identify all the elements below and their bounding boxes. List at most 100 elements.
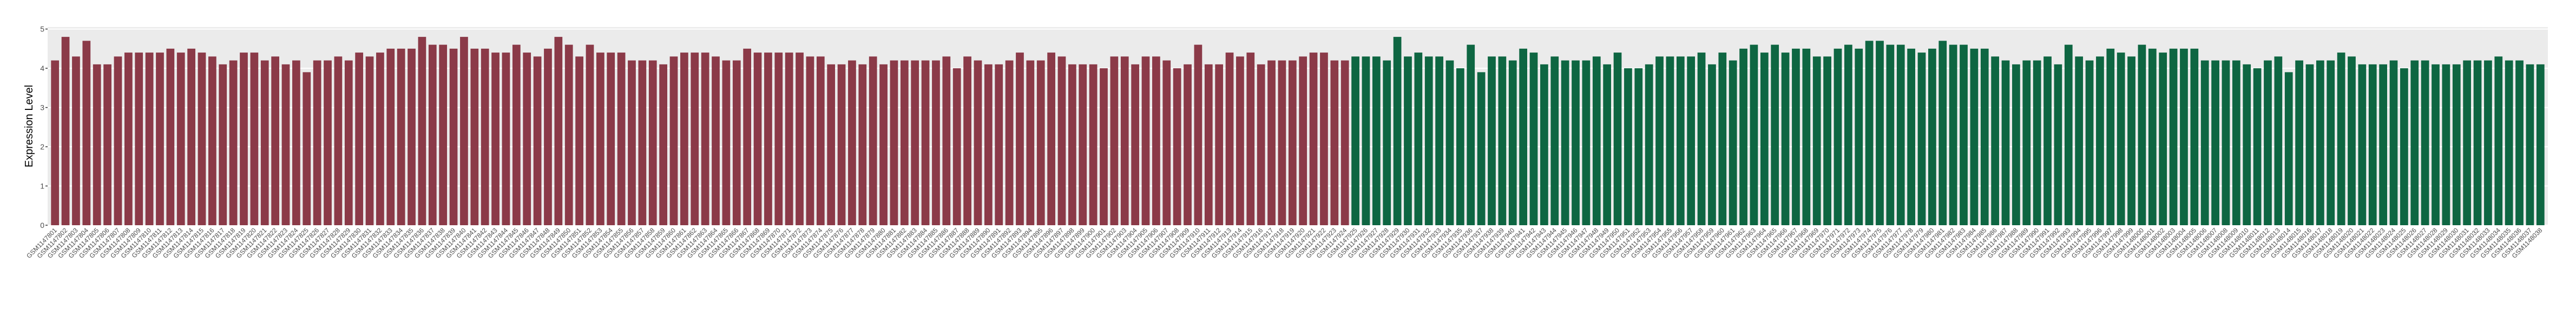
bar (2305, 64, 2314, 225)
bar (1120, 56, 1129, 225)
bar (1309, 53, 1318, 225)
bar (365, 56, 374, 225)
bar (1477, 72, 1486, 225)
bar (1582, 60, 1591, 226)
bar (418, 37, 426, 226)
bar (1949, 44, 1957, 225)
bar (1225, 53, 1234, 225)
bar (271, 56, 279, 225)
bar (984, 64, 993, 225)
bar (1844, 44, 1852, 225)
bar (1372, 56, 1381, 225)
bar (974, 60, 982, 226)
bar (72, 56, 80, 225)
bar (1907, 48, 1915, 225)
bar (2264, 60, 2272, 226)
bar (334, 56, 343, 225)
bar (1162, 60, 1171, 226)
bar (481, 48, 489, 225)
bar (198, 53, 206, 225)
bar (2232, 60, 2240, 226)
bar (1467, 44, 1475, 225)
bar (187, 48, 195, 225)
bar (607, 53, 615, 225)
bar (995, 64, 1003, 225)
bar (900, 60, 909, 226)
bar (1676, 56, 1685, 225)
bar (1938, 41, 1947, 225)
bar (166, 48, 175, 225)
bar (1068, 64, 1076, 225)
bar (712, 56, 720, 225)
bar (1351, 56, 1359, 225)
bar (460, 37, 468, 226)
bar (2505, 60, 2513, 226)
bar (449, 48, 458, 225)
bar (1110, 56, 1119, 225)
bar (680, 53, 688, 225)
bar (2452, 64, 2461, 225)
bar (1645, 64, 1653, 225)
y-tick-label: 3 (40, 103, 44, 112)
bar (911, 60, 919, 226)
bar (2043, 56, 2052, 225)
y-axis-label: Expression Level (23, 85, 35, 167)
bar (386, 48, 395, 225)
bar (806, 56, 814, 225)
bar (1036, 60, 1045, 226)
bar (1424, 56, 1433, 225)
bar (827, 64, 836, 225)
bar (858, 64, 867, 225)
bar (313, 60, 321, 226)
bar (82, 41, 91, 225)
bar (942, 56, 951, 225)
bar (837, 64, 846, 225)
bar (397, 48, 405, 225)
bar (502, 53, 510, 225)
bar (564, 44, 573, 225)
bar (2421, 60, 2429, 226)
bar (1855, 48, 1863, 225)
bar (428, 44, 437, 225)
bar (2022, 60, 2031, 226)
bar (1603, 64, 1612, 225)
bar (743, 48, 752, 225)
bar (2001, 60, 2010, 226)
bar (701, 53, 709, 225)
bar (2012, 64, 2020, 225)
bar (408, 48, 416, 225)
bar (135, 53, 143, 225)
bar (2515, 60, 2524, 226)
bar (1980, 48, 1989, 225)
bar (1047, 53, 1055, 225)
bar (1960, 44, 1968, 225)
bar (1362, 56, 1370, 225)
bar (1760, 53, 1769, 225)
bar (114, 56, 122, 225)
bar (596, 53, 604, 225)
bar (2085, 60, 2094, 226)
bar (1896, 44, 1905, 225)
bar (1540, 64, 1548, 225)
bar (1089, 64, 1098, 225)
bar (2432, 64, 2440, 225)
bar (638, 60, 647, 226)
bar (1655, 56, 1664, 225)
bar (921, 60, 930, 226)
bar (2159, 53, 2167, 225)
bar (796, 53, 804, 225)
bar (1739, 48, 1747, 225)
bar (1928, 48, 1936, 225)
bar (1383, 60, 1391, 226)
bar (2033, 60, 2041, 226)
bar (2180, 48, 2188, 225)
bar (1257, 64, 1265, 225)
y-tick-label: 4 (40, 64, 44, 73)
bar (1141, 56, 1150, 225)
y-tick-label: 2 (40, 142, 44, 151)
bar (2243, 64, 2251, 225)
bar (1194, 44, 1202, 225)
bar (1404, 56, 1412, 225)
bar (2148, 48, 2157, 225)
bar (1320, 53, 1328, 225)
